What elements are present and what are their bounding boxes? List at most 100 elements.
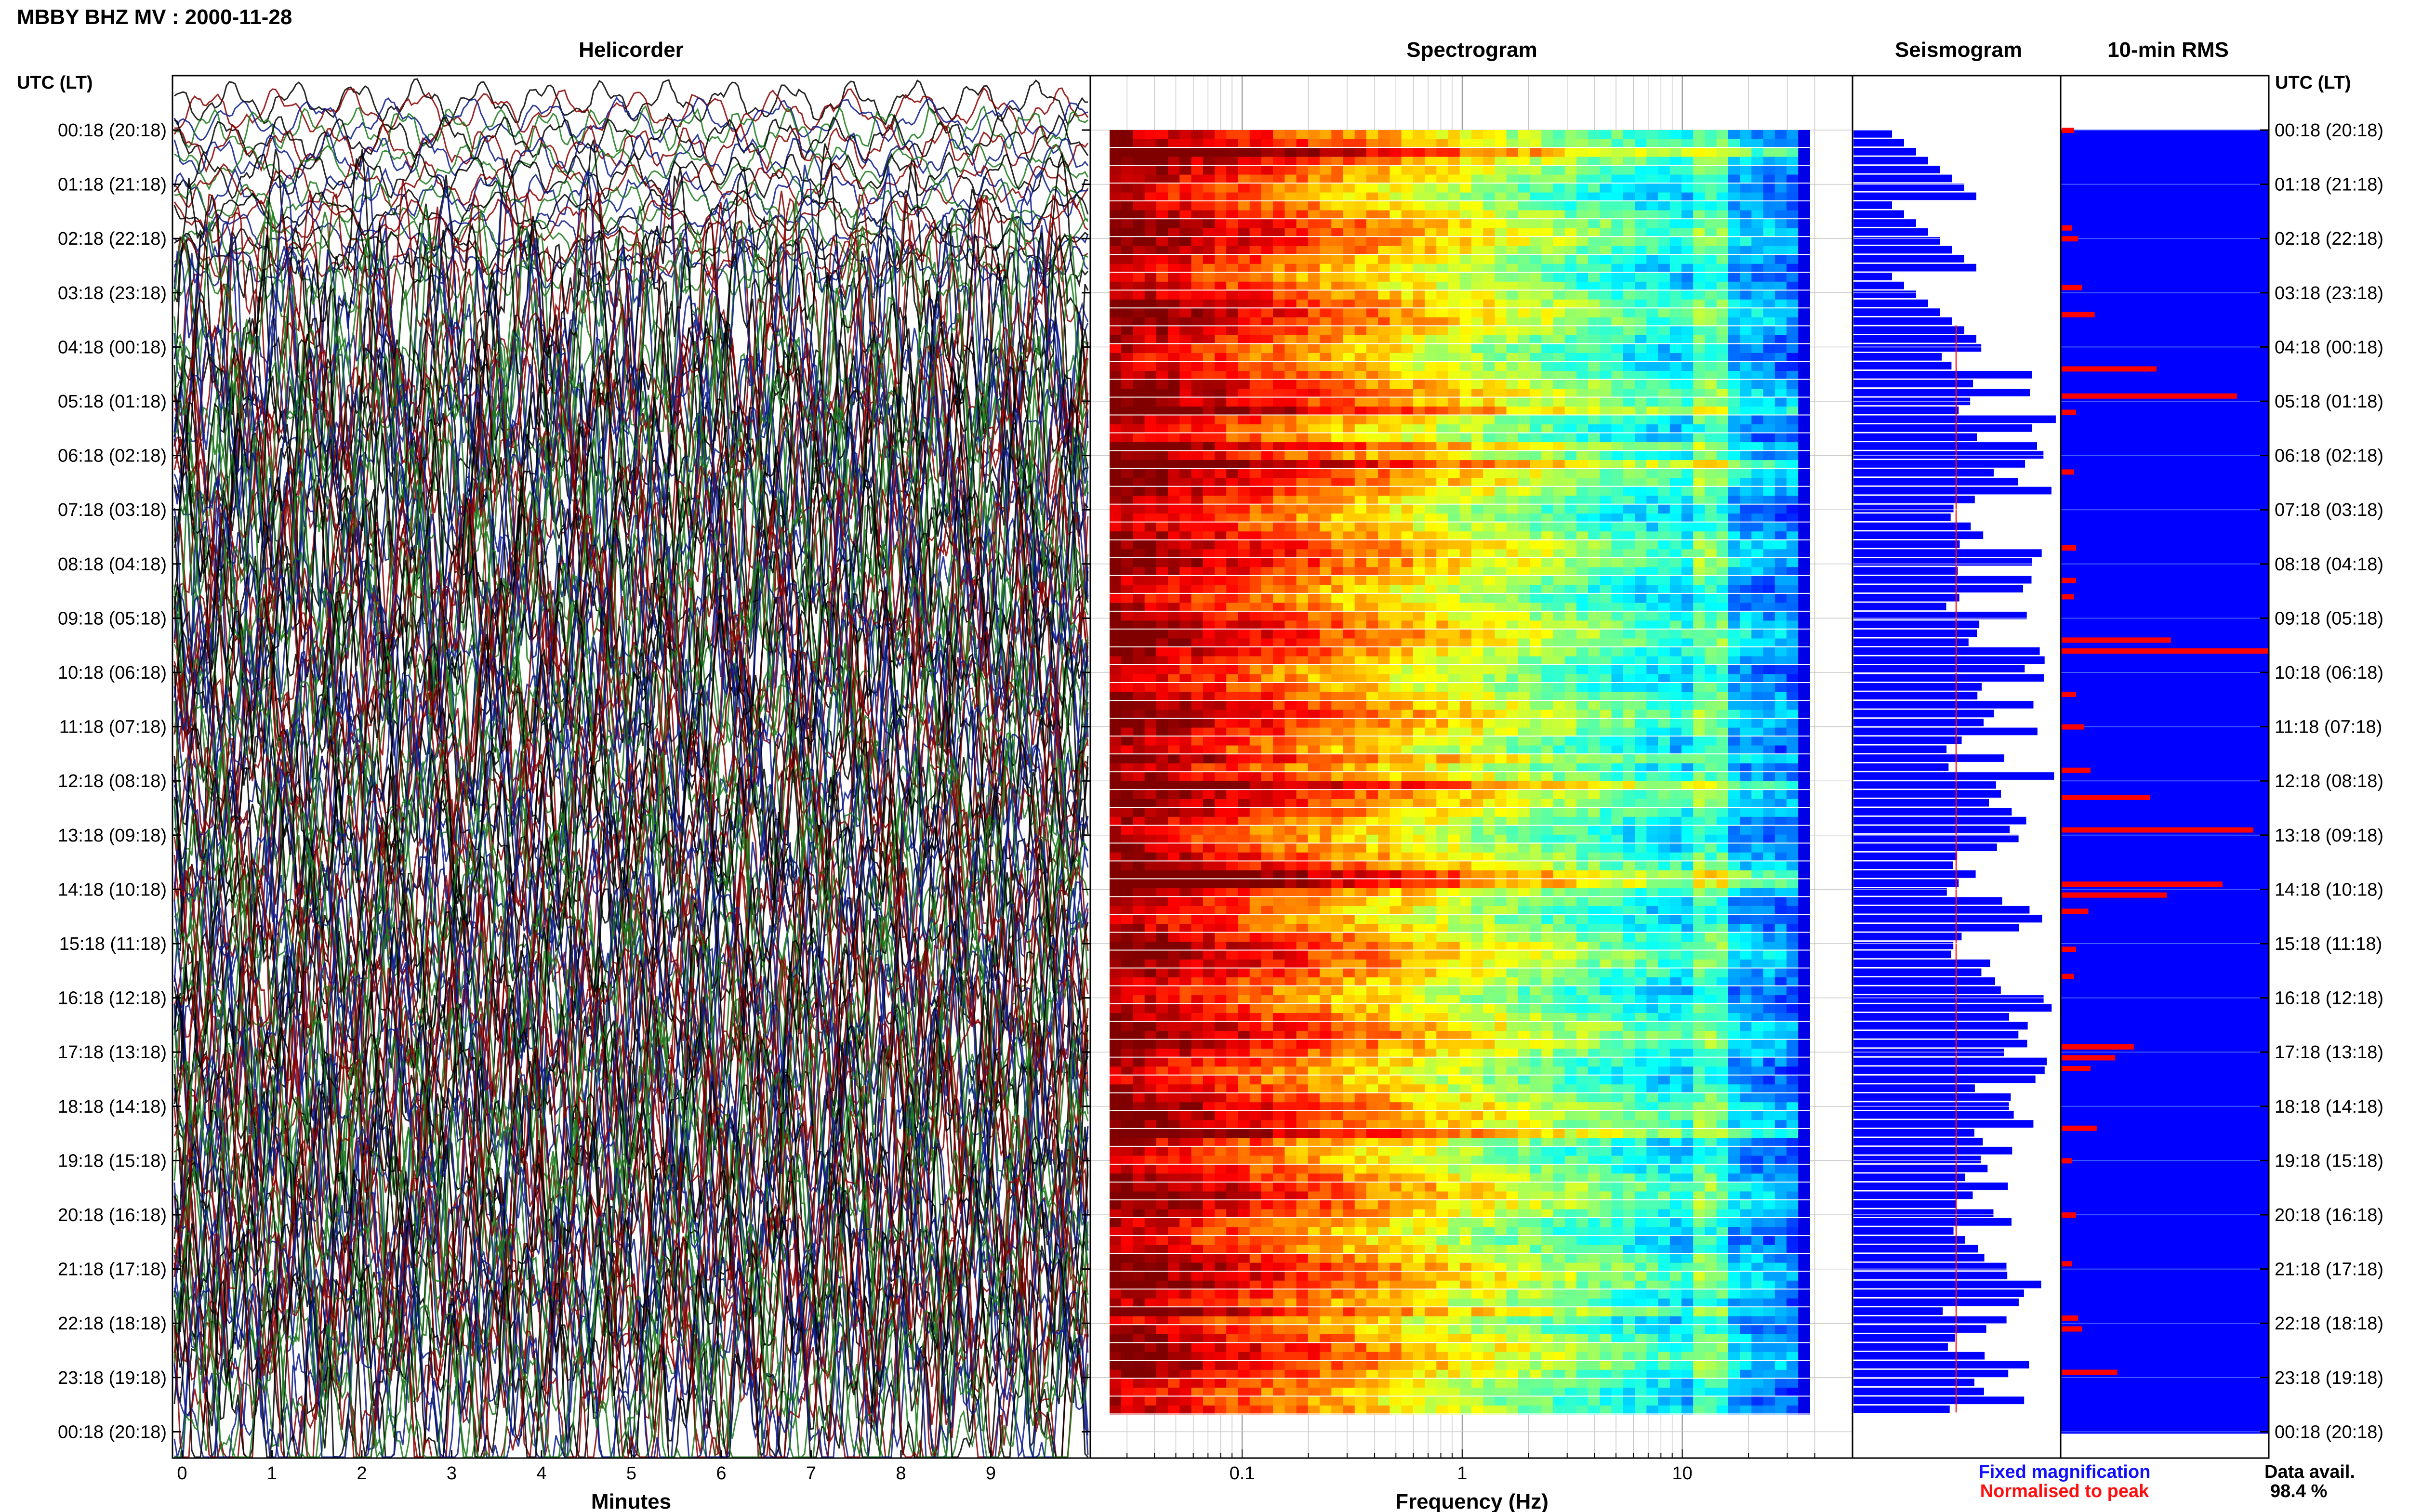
- spectrogram-cell: [1483, 469, 1495, 478]
- spectrogram-cell: [1740, 317, 1752, 327]
- spectrogram-cell: [1623, 451, 1635, 460]
- spectrogram-cell: [1646, 593, 1659, 603]
- spectrogram-cell: [1378, 772, 1390, 782]
- spectrogram-cell: [1133, 228, 1145, 237]
- spectrogram-cell: [1320, 210, 1332, 220]
- spectrogram-cell: [1646, 719, 1659, 728]
- spectrogram-cell: [1471, 407, 1483, 416]
- spectrogram-cell: [1553, 549, 1565, 559]
- spectrogram-cell: [1144, 210, 1157, 220]
- spectrogram-cell: [1226, 380, 1238, 389]
- spectrogram-cell: [1378, 692, 1390, 701]
- spectrogram-cell: [1144, 576, 1157, 585]
- spectrogram-cell: [1308, 192, 1320, 202]
- spectrogram-cell: [1308, 593, 1320, 603]
- spectrogram-cell: [1308, 246, 1320, 255]
- spectrogram-cell: [1320, 799, 1332, 808]
- spectrogram-cell: [1308, 255, 1320, 264]
- spectrogram-cell: [1495, 192, 1507, 202]
- spectrogram-cell: [1740, 629, 1752, 639]
- spectrogram-cell: [1588, 442, 1600, 452]
- spectrogram-cell: [1740, 504, 1752, 514]
- spectrogram-cell: [1436, 816, 1449, 826]
- spectrogram-cell: [1273, 647, 1285, 657]
- spectrogram-cell: [1459, 237, 1472, 247]
- spectrogram-cell: [1203, 308, 1215, 318]
- spectrogram-cell: [1658, 826, 1670, 835]
- spectrogram-cell: [1133, 522, 1145, 532]
- spectrogram-cell: [1459, 308, 1472, 318]
- spectrogram-cell: [1658, 184, 1670, 193]
- spectrogram-cell: [1284, 531, 1297, 541]
- spectrogram-cell: [1215, 513, 1227, 523]
- spectrogram-cell: [1716, 344, 1729, 354]
- spectrogram-cell: [1506, 237, 1519, 247]
- spectrogram-cell: [1354, 727, 1367, 737]
- spectrogram-cell: [1343, 130, 1355, 140]
- spectrogram-cell: [1564, 139, 1577, 148]
- spectrogram-cell: [1284, 611, 1297, 621]
- spectrogram-cell: [1284, 781, 1297, 790]
- spectrogram-cell: [1740, 184, 1752, 193]
- spectrogram-cell: [1635, 504, 1647, 514]
- spectrogram-cell: [1541, 603, 1554, 612]
- spectrogram-gap: [1110, 789, 1810, 790]
- spectrogram-cell: [1343, 219, 1355, 229]
- spectrogram-cell: [1530, 353, 1542, 362]
- spectrogram-cell: [1191, 834, 1204, 844]
- spectrogram-cell: [1144, 692, 1157, 701]
- spectrogram-cell: [1774, 326, 1787, 336]
- spectrogram-cell: [1495, 567, 1507, 577]
- spectrogram-cell: [1238, 389, 1250, 398]
- spectrogram-cell: [1471, 290, 1483, 300]
- spectrogram-cell: [1530, 478, 1542, 487]
- spectrogram-cell: [1110, 237, 1122, 247]
- spectrogram-cell: [1354, 362, 1367, 371]
- spectrogram-cell: [1320, 826, 1332, 835]
- spectrogram-cell: [1600, 513, 1612, 523]
- spectrogram-cell: [1284, 745, 1297, 755]
- spectrogram-cell: [1448, 496, 1460, 505]
- spectrogram-cell: [1354, 157, 1367, 166]
- spectrogram-cell: [1658, 799, 1670, 808]
- spectrogram-cell: [1366, 442, 1378, 452]
- spectrogram-cell: [1518, 362, 1530, 371]
- spectrogram-cell: [1705, 522, 1717, 532]
- spectrogram-cell: [1390, 603, 1402, 612]
- spectrogram-cell: [1168, 442, 1180, 452]
- spectrogram-cell: [1669, 665, 1682, 675]
- spectrogram-cell: [1576, 344, 1588, 354]
- spectrogram-cell: [1459, 576, 1472, 585]
- spectrogram-cell: [1623, 558, 1635, 567]
- spectrogram-cell: [1378, 593, 1390, 603]
- spectrogram-cell: [1774, 201, 1787, 211]
- spectrogram-cell: [1179, 442, 1192, 452]
- spectrogram-cell: [1774, 576, 1787, 585]
- spectrogram-cell: [1390, 148, 1402, 158]
- spectrogram-cell: [1273, 799, 1285, 808]
- spectrogram-cell: [1133, 389, 1145, 398]
- spectrogram-cell: [1110, 522, 1122, 532]
- spectrogram-cell: [1787, 745, 1799, 755]
- spectrogram-cell: [1763, 469, 1775, 478]
- spectrogram-cell: [1308, 210, 1320, 220]
- spectrogram-cell: [1459, 397, 1472, 407]
- spectrogram-cell: [1541, 273, 1554, 282]
- spectrogram-cell: [1448, 255, 1460, 264]
- spectrogram-cell: [1215, 719, 1227, 728]
- spectrogram-cell: [1425, 407, 1437, 416]
- spectrogram-cell: [1156, 727, 1168, 737]
- spectrogram-cell: [1600, 745, 1612, 755]
- spectrogram-cell: [1238, 157, 1250, 166]
- spectrogram-cell: [1436, 192, 1449, 202]
- spectrogram-cell: [1693, 219, 1705, 229]
- spectrogram-cell: [1728, 665, 1740, 675]
- spectrogram-cell: [1787, 389, 1799, 398]
- spectrogram-cell: [1448, 201, 1460, 211]
- spectrogram-cell: [1413, 335, 1425, 344]
- spectrogram-cell: [1133, 549, 1145, 559]
- spectrogram-cell: [1483, 139, 1495, 148]
- spectrogram-cell: [1425, 451, 1437, 460]
- spectrogram-cell: [1576, 522, 1588, 532]
- spectrogram-cell: [1541, 781, 1554, 790]
